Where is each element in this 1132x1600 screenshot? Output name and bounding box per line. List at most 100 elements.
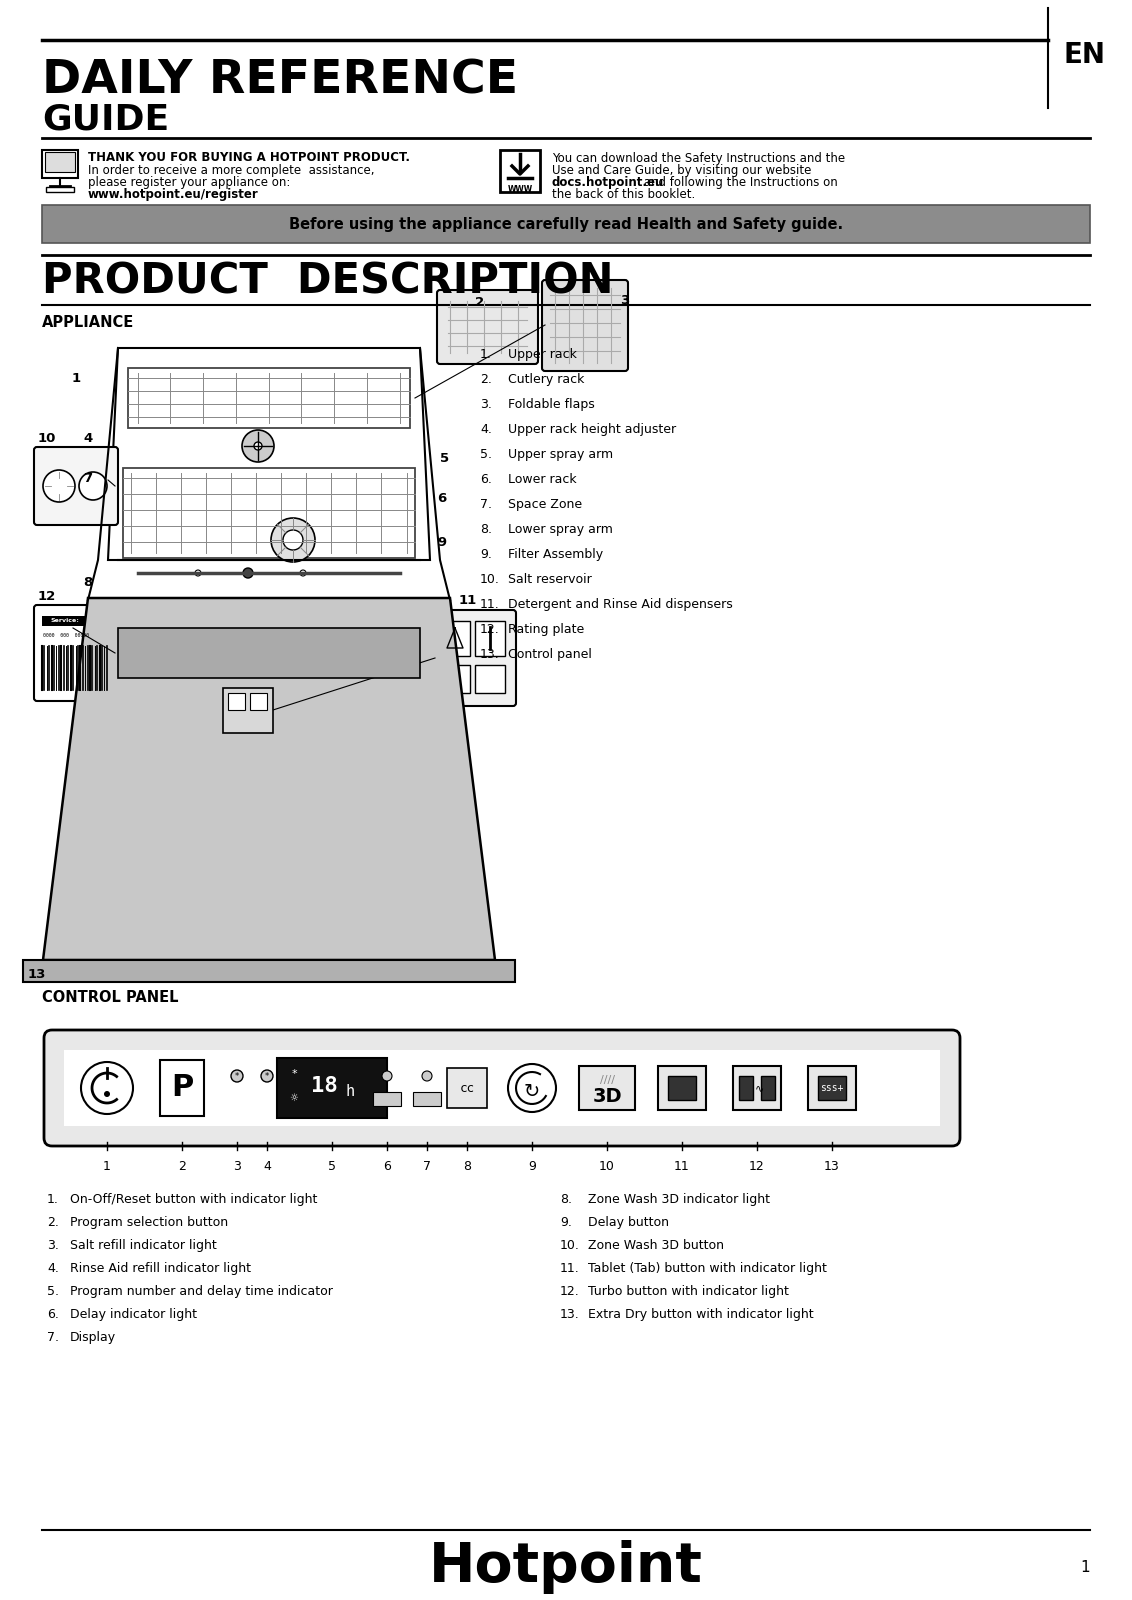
Text: 7.: 7. — [48, 1331, 59, 1344]
Text: Salt reservoir: Salt reservoir — [508, 573, 592, 586]
Text: 1: 1 — [71, 371, 80, 384]
Bar — [250, 693, 267, 710]
Text: Tablet (Tab) button with indicator light: Tablet (Tab) button with indicator light — [588, 1262, 826, 1275]
Bar — [475, 621, 505, 656]
Text: cc: cc — [460, 1082, 474, 1094]
Text: 7.: 7. — [480, 498, 492, 510]
Text: Zone Wash 3D button: Zone Wash 3D button — [588, 1238, 724, 1251]
Bar — [500, 150, 540, 192]
Text: 6.: 6. — [480, 474, 492, 486]
Text: 1.: 1. — [48, 1194, 59, 1206]
Text: 4.: 4. — [480, 422, 492, 435]
Text: CONTROL PANEL: CONTROL PANEL — [42, 990, 179, 1005]
Text: DAILY REFERENCE: DAILY REFERENCE — [42, 58, 518, 102]
Text: Delay indicator light: Delay indicator light — [70, 1309, 197, 1322]
Text: Salt refill indicator light: Salt refill indicator light — [70, 1238, 216, 1251]
Text: Lower spray arm: Lower spray arm — [508, 523, 612, 536]
Text: PRODUCT  DESCRIPTION: PRODUCT DESCRIPTION — [42, 259, 614, 302]
Polygon shape — [43, 598, 495, 960]
Text: 3: 3 — [620, 293, 629, 307]
Circle shape — [243, 568, 252, 578]
Circle shape — [254, 442, 261, 450]
Text: 12.: 12. — [480, 622, 499, 635]
Text: 1: 1 — [1080, 1560, 1090, 1574]
Polygon shape — [108, 349, 430, 560]
Circle shape — [79, 472, 108, 499]
Text: Space Zone: Space Zone — [508, 498, 582, 510]
Bar — [228, 693, 245, 710]
Text: 5.: 5. — [48, 1285, 59, 1298]
Bar — [123, 467, 415, 558]
Bar — [45, 152, 75, 171]
Text: 12: 12 — [749, 1160, 765, 1173]
Bar — [668, 1075, 696, 1101]
Circle shape — [422, 1070, 432, 1082]
Text: 10.: 10. — [560, 1238, 580, 1251]
Text: 9.: 9. — [560, 1216, 572, 1229]
Bar — [440, 666, 470, 693]
Text: *: * — [291, 1069, 297, 1078]
FancyBboxPatch shape — [542, 280, 628, 371]
Text: Service:: Service: — [51, 619, 79, 624]
Text: Turbo button with indicator light: Turbo button with indicator light — [588, 1285, 789, 1298]
Bar — [440, 621, 470, 656]
Text: 0000  000  00000: 0000 000 00000 — [43, 634, 89, 638]
Text: GUIDE: GUIDE — [42, 102, 170, 136]
Text: Display: Display — [70, 1331, 117, 1344]
Text: 13.: 13. — [560, 1309, 580, 1322]
Text: and following the Instructions on: and following the Instructions on — [640, 176, 838, 189]
Text: 3D: 3D — [592, 1086, 621, 1106]
Text: 13: 13 — [28, 968, 46, 981]
Circle shape — [261, 1070, 273, 1082]
Circle shape — [300, 570, 306, 576]
Circle shape — [82, 1062, 132, 1114]
Text: 10: 10 — [599, 1160, 615, 1173]
Text: Filter Assembly: Filter Assembly — [508, 547, 603, 562]
Text: Upper rack: Upper rack — [508, 349, 577, 362]
Circle shape — [381, 1070, 392, 1082]
Text: 6: 6 — [437, 491, 447, 504]
Bar — [23, 960, 515, 982]
Text: 2.: 2. — [48, 1216, 59, 1229]
Text: Rinse Aid refill indicator light: Rinse Aid refill indicator light — [70, 1262, 251, 1275]
Bar — [447, 1069, 487, 1107]
Bar — [739, 1075, 753, 1101]
Text: 10.: 10. — [480, 573, 500, 586]
Bar — [808, 1066, 856, 1110]
Text: 9.: 9. — [480, 547, 492, 562]
Bar — [658, 1066, 706, 1110]
Bar — [578, 1066, 635, 1110]
Bar — [128, 368, 410, 427]
Text: 6.: 6. — [48, 1309, 59, 1322]
Text: Before using the appliance carefully read Health and Safety guide.: Before using the appliance carefully rea… — [289, 216, 843, 232]
Text: 1.: 1. — [480, 349, 492, 362]
Text: Lower rack: Lower rack — [508, 474, 576, 486]
Circle shape — [195, 570, 201, 576]
Text: EN: EN — [1064, 42, 1106, 69]
Circle shape — [508, 1064, 556, 1112]
Text: You can download the Safety Instructions and the: You can download the Safety Instructions… — [552, 152, 846, 165]
Text: Program number and delay time indicator: Program number and delay time indicator — [70, 1285, 333, 1298]
Text: Hotpoint: Hotpoint — [429, 1539, 703, 1594]
FancyBboxPatch shape — [34, 605, 118, 701]
Bar — [160, 1059, 204, 1117]
Text: 3.: 3. — [48, 1238, 59, 1251]
Text: 10: 10 — [37, 432, 57, 445]
Text: 11.: 11. — [560, 1262, 580, 1275]
Bar — [46, 187, 74, 192]
Bar — [42, 616, 87, 626]
Bar — [42, 150, 78, 178]
Text: 11: 11 — [675, 1160, 689, 1173]
Text: 8: 8 — [84, 576, 93, 589]
Text: 2: 2 — [475, 296, 484, 309]
Text: *: * — [265, 1072, 269, 1080]
Text: WWW: WWW — [507, 186, 532, 194]
Text: 5: 5 — [328, 1160, 336, 1173]
Text: the back of this booklet.: the back of this booklet. — [552, 187, 695, 202]
Text: ////: //// — [600, 1075, 615, 1085]
Bar — [413, 1091, 441, 1106]
Bar — [475, 666, 505, 693]
Text: 4.: 4. — [48, 1262, 59, 1275]
Text: In order to receive a more complete  assistance,: In order to receive a more complete assi… — [88, 165, 375, 178]
Text: Detergent and Rinse Aid dispensers: Detergent and Rinse Aid dispensers — [508, 598, 732, 611]
